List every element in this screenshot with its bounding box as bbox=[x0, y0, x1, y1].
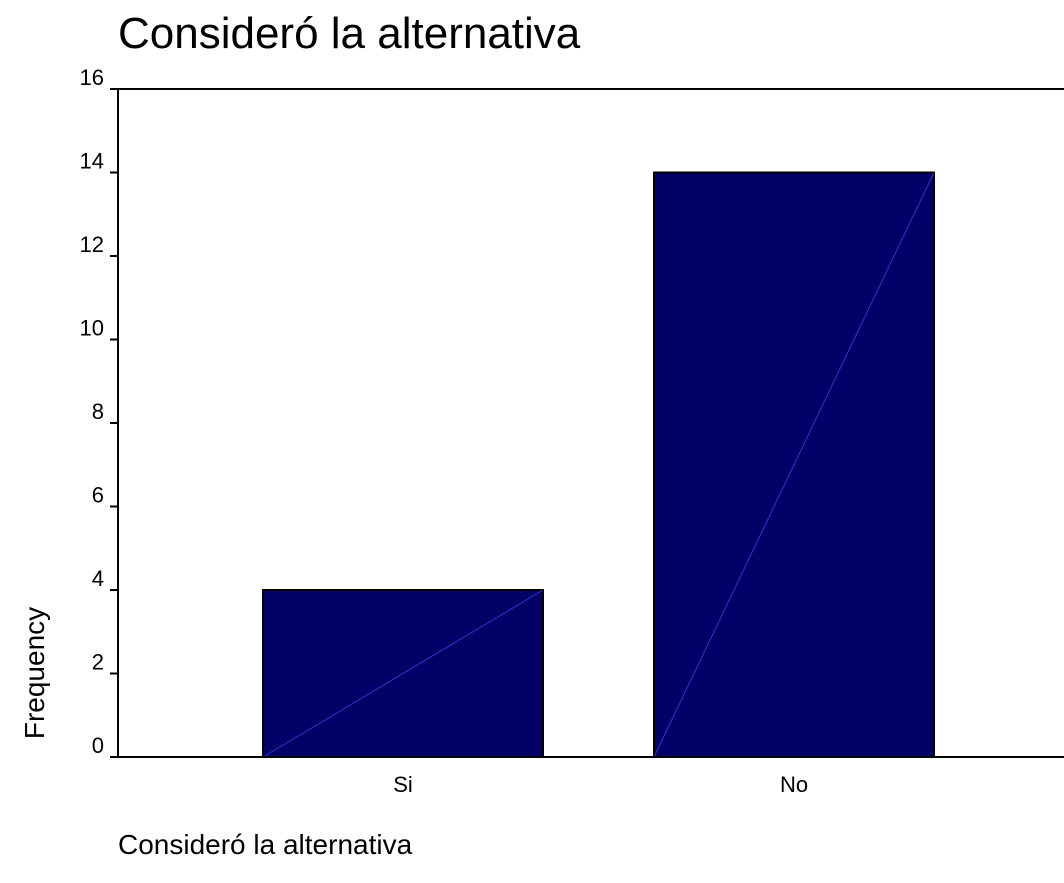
bar-diagonal-no bbox=[653, 172, 935, 758]
y-tick-label: 2 bbox=[92, 650, 104, 675]
bar-diagonal-si bbox=[262, 589, 544, 758]
y-tick-label: 4 bbox=[92, 566, 104, 591]
y-ticks: 0 2 4 6 8 10 12 14 16 bbox=[80, 65, 118, 758]
y-tick-label: 14 bbox=[80, 149, 104, 174]
y-tick-label: 0 bbox=[92, 733, 104, 758]
x-axis-label: Consideró la alternativa bbox=[118, 829, 413, 860]
x-ticks: Si No bbox=[393, 772, 808, 797]
chart-title: Consideró la alternativa bbox=[118, 9, 581, 58]
y-tick-label: 16 bbox=[80, 65, 104, 90]
x-tick-label: Si bbox=[393, 772, 413, 797]
y-tick-label: 6 bbox=[92, 483, 104, 508]
y-axis-label: Frequency bbox=[19, 607, 50, 739]
x-tick-label: No bbox=[780, 772, 808, 797]
y-tick-label: 12 bbox=[80, 232, 104, 257]
y-tick-label: 8 bbox=[92, 399, 104, 424]
bars-layer bbox=[262, 171, 935, 758]
y-tick-label: 10 bbox=[80, 316, 104, 341]
